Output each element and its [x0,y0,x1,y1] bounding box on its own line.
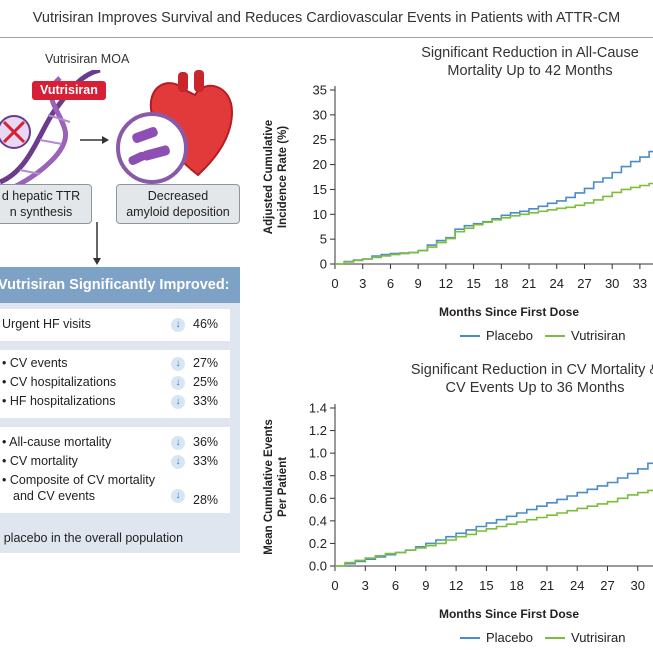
x-tick-label: 9 [422,578,429,593]
x-tick-label: 0 [331,578,338,593]
result-label: • CV hospitalizations [2,375,117,389]
group-3: • All-cause mortality ↓ 36% • CV mortali… [0,427,230,513]
legend-label-vutrisiran: Vutrisiran [571,630,625,645]
amyloid-magnifier-icon [116,112,188,184]
x-tick-label: 30 [631,578,645,593]
x-tick-label: 15 [479,578,493,593]
x-tick-label: 12 [449,578,463,593]
moa-caption-left: d hepatic TTR n synthesis [0,184,92,224]
drug-tag: Vutrisiran [32,81,106,100]
legend-label-placebo: Placebo [486,328,533,343]
down-arrow-icon: ↓ [171,376,185,390]
x-tick-label: 12 [439,276,453,291]
x-tick-label: 30 [605,276,619,291]
y-tick-label: 10 [313,207,327,222]
y-tick-label: 1.2 [309,423,327,438]
moa-caption-right: Decreased amyloid deposition [116,184,240,224]
x-tick-label: 24 [570,578,584,593]
x-axis-label: Months Since First Dose [439,607,579,621]
result-label: • HF hospitalizations [2,394,116,408]
result-value: 33% [193,394,219,408]
y-tick-label: 0.0 [309,559,327,574]
moa-label: Vutrisiran MOA [45,52,130,66]
result-label: • All-cause mortality [2,435,112,449]
heart-icon [149,70,234,177]
legend-label-placebo: Placebo [486,630,533,645]
y-axis-label: Mean Cumulative Events Per Patient [263,419,289,554]
chart-all-cause-mortality: 0 5 10 15 20 25 30 35 0 3 6 9 12 15 18 21 24 27 30 33 Months… [263,83,653,343]
y-tick-label: 0.2 [309,536,327,551]
y-tick-label: 1.0 [309,446,327,461]
x-tick-label: 18 [494,276,508,291]
y-tick-label: 20 [313,157,327,172]
result-value: 28% [193,493,219,507]
result-label: • Composite of CV mortality [2,473,156,487]
chart-cv-events: 0.0 0.2 0.4 0.6 0.8 1.0 1.2 1.4 0 3 6 9 12 15 18 21 24 27… [263,401,653,645]
y-tick-label: 30 [313,107,327,122]
x-tick-label: 18 [509,578,523,593]
x-tick-label: 33 [633,276,647,291]
x-tick-label: 3 [359,276,366,291]
x-tick-label: 3 [362,578,369,593]
result-value: 36% [193,435,219,449]
group-1: Urgent HF visits ↓ 46% [0,309,230,341]
y-axis-label-line1: Mean Cumulative Events [263,419,275,554]
result-label-cont: and CV events [13,489,95,503]
series-line-placebo [335,150,653,265]
group-2: • CV events ↓ 27% • CV hospitalizations … [0,350,230,418]
result-label: • CV mortality [2,454,78,468]
result-value: 27% [193,356,219,370]
x-tick-label: 24 [550,276,564,291]
x-axis-label: Months Since First Dose [439,305,579,319]
figure-title: Vutrisiran Improves Survival and Reduces… [32,10,621,26]
legend-label-vutrisiran: Vutrisiran [571,328,625,343]
x-tick-label: 6 [392,578,399,593]
footnote: s placebo in the overall population [0,531,184,545]
y-axis-label-line2: Per Patient [277,457,289,517]
result-label: • CV events [2,356,68,370]
down-arrow-icon: ↓ [171,489,185,503]
x-tick-label: 15 [466,276,480,291]
down-arrow-icon: ↓ [171,318,185,332]
series-line-vutrisiran [335,489,653,567]
moa-illustration [0,70,234,190]
arrow-down-icon [93,222,101,265]
x-tick-label: 6 [387,276,394,291]
y-tick-label: 25 [313,132,327,147]
chart2-title: Significant Reduction in CV Mortality & … [410,362,653,396]
arrow-right-icon [80,136,109,144]
x-tick-label: 27 [600,578,614,593]
x-tick-label: 27 [577,276,591,291]
y-tick-label: 1.4 [309,401,327,416]
y-axis-label-line1: Adjusted Cumulative [263,120,275,234]
x-tick-label: 9 [415,276,422,291]
result-value: 46% [193,317,219,331]
y-tick-label: 5 [320,232,327,247]
results-panel: Vutrisiran Significantly Improved: Urgen… [0,267,240,553]
x-tick-label: 21 [540,578,554,593]
y-tick-label: 0 [320,257,327,272]
y-axis-label-line2: Incidence Rate (%) [277,126,289,228]
result-label: Urgent HF visits [2,317,91,331]
y-tick-label: 35 [313,83,327,98]
x-tick-label: 21 [522,276,536,291]
result-value: 33% [193,454,219,468]
x-tick-label: 0 [331,276,338,291]
chart1-title: Significant Reduction in All-Cause Morta… [421,45,639,79]
down-arrow-icon: ↓ [171,455,185,469]
y-tick-label: 0.4 [309,513,327,528]
series-line-vutrisiran [335,182,653,265]
down-arrow-icon: ↓ [171,395,185,409]
y-tick-label: 15 [313,182,327,197]
y-tick-label: 0.8 [309,468,327,483]
y-tick-label: 0.6 [309,491,327,506]
title-divider [0,37,653,38]
y-axis-label: Adjusted Cumulative Incidence Rate (%) [263,120,289,234]
down-arrow-icon: ↓ [171,436,185,450]
down-arrow-icon: ↓ [171,357,185,371]
series-line-placebo [335,462,653,567]
results-heading: Vutrisiran Significantly Improved: [0,267,240,303]
result-value: 25% [193,375,219,389]
